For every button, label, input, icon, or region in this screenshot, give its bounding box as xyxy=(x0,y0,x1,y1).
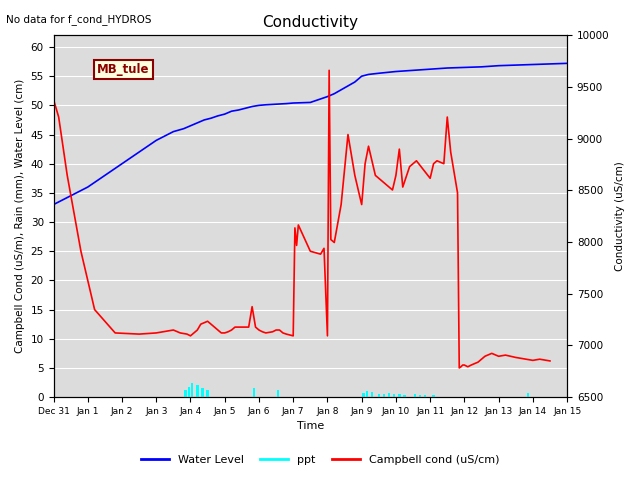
Bar xyxy=(188,386,190,397)
Bar xyxy=(388,393,390,397)
Bar xyxy=(362,393,365,397)
Legend: Water Level, ppt, Campbell cond (uS/cm): Water Level, ppt, Campbell cond (uS/cm) xyxy=(136,451,504,469)
Bar xyxy=(413,394,416,397)
Y-axis label: Campbell Cond (uS/m), Rain (mm), Water Level (cm): Campbell Cond (uS/m), Rain (mm), Water L… xyxy=(15,79,25,353)
Bar xyxy=(196,385,198,397)
Bar xyxy=(433,395,435,397)
Bar xyxy=(365,391,368,397)
Text: No data for f_cond_HYDROS: No data for f_cond_HYDROS xyxy=(6,14,152,25)
Bar xyxy=(419,395,421,397)
Bar xyxy=(378,394,380,397)
Bar xyxy=(201,388,204,397)
X-axis label: Time: Time xyxy=(297,421,324,432)
Bar xyxy=(276,390,279,397)
Bar xyxy=(184,390,186,397)
Bar xyxy=(403,395,406,397)
Bar xyxy=(371,393,373,397)
Bar xyxy=(207,390,209,397)
Title: Conductivity: Conductivity xyxy=(262,15,358,30)
Bar xyxy=(191,383,193,397)
Bar xyxy=(398,394,401,397)
Bar xyxy=(527,393,529,397)
Text: MB_tule: MB_tule xyxy=(97,63,150,76)
Bar xyxy=(424,396,426,397)
Bar xyxy=(253,388,255,397)
Bar xyxy=(393,394,396,397)
Y-axis label: Conductivity (uS/cm): Conductivity (uS/cm) xyxy=(615,161,625,271)
Bar xyxy=(383,394,385,397)
